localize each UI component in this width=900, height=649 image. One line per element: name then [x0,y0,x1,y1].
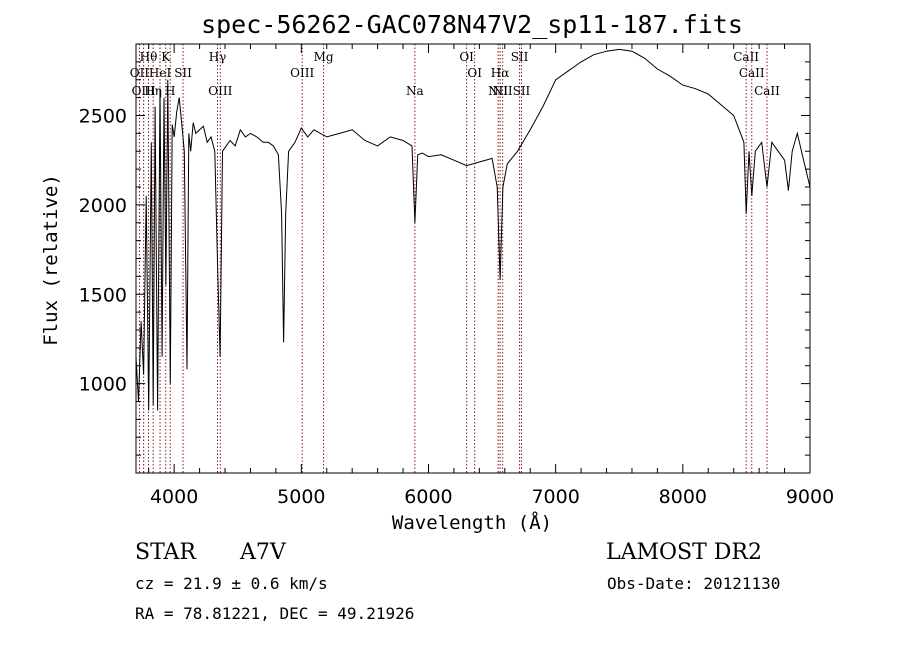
line-marker-label: SII [513,84,531,98]
line-marker-label: OIII [290,66,314,80]
line-marker-label: K [161,50,171,64]
line-marker-label: NII [493,84,513,98]
line-marker-label: Hθ [140,50,158,64]
survey-name: LAMOST DR2 [606,540,762,565]
x-tick-label: 7000 [531,486,579,508]
x-tick-label: 5000 [277,486,325,508]
line-marker-label: Hα [491,66,510,80]
object-class: STAR [135,540,197,565]
y-axis-ticks: 1000 1500 2000 2500 [79,61,810,456]
x-tick-label: 8000 [659,486,707,508]
emission-line-markers [138,44,768,473]
x-axis-ticks: 4000 5000 6000 7000 8000 9000 [148,44,834,508]
line-marker-label: Hγ [209,50,227,64]
observation-date: Obs-Date: 20121130 [607,574,780,593]
line-marker-label: OII [130,66,150,80]
line-marker-label: H [165,84,175,98]
line-marker-label: NII [488,84,508,98]
line-marker-label: OIII [132,84,156,98]
line-marker-label: CaII [754,84,780,98]
coordinates-text: RA = 78.81221, DEC = 49.21926 [135,604,414,623]
x-tick-label: 6000 [404,486,452,508]
object-subclass: A7V [239,540,287,565]
line-marker-label: SII [511,50,529,64]
line-marker-label: Mg [314,50,334,64]
y-tick-label: 2000 [79,195,127,217]
line-marker-label: Hη [144,84,162,98]
spectrum-series-line [135,48,811,411]
line-marker-label: CaII [733,50,759,64]
chart-title: spec-56262-GAC078N47V2_sp11-187.fits [201,10,743,39]
emission-line-labels: HθOIIHηOIIIHeIKHSIIHγOIIIOIIIMgNaOIOINII… [130,50,780,98]
line-marker-label: SII [174,66,192,80]
line-marker-label: OI [467,66,482,80]
x-axis-label: Wavelength (Å) [392,511,552,534]
x-tick-label: 4000 [150,486,198,508]
line-marker-label: OIII [208,84,232,98]
line-marker-label: OI [459,50,474,64]
line-marker-label: Na [406,84,424,98]
y-tick-label: 1500 [79,284,127,306]
x-tick-label: 9000 [786,486,834,508]
y-tick-label: 1000 [79,374,127,396]
y-tick-label: 2500 [79,106,127,128]
line-marker-label: CaII [739,66,765,80]
line-marker-label: HeI [149,66,172,80]
redshift-text: cz = 21.9 ± 0.6 km/s [135,574,328,593]
y-axis-label: Flux (relative) [40,174,62,346]
plot-frame [135,43,811,474]
